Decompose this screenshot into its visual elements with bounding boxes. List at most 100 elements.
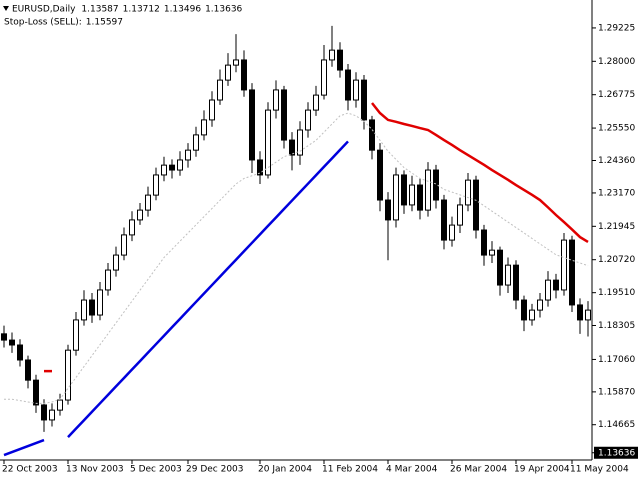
y-tick-label: 1.29225 xyxy=(598,23,635,33)
candle-body xyxy=(257,159,263,176)
y-tick-label: 1.25550 xyxy=(598,124,635,134)
candle-body xyxy=(545,279,551,301)
y-tick-label: 1.19510 xyxy=(598,288,635,298)
y-tick-label: 1.14665 xyxy=(598,420,635,430)
y-tick-label: 1.28000 xyxy=(598,57,635,67)
y-tick-label: 1.26775 xyxy=(598,90,635,100)
x-tick-label: 20 Jan 2004 xyxy=(258,465,312,475)
candle-body xyxy=(353,79,359,101)
candle-body xyxy=(401,174,407,206)
indicator-line xyxy=(44,102,589,373)
x-tick-label: 11 Feb 2004 xyxy=(322,465,378,475)
candle-body xyxy=(265,109,271,176)
candle-body xyxy=(369,119,375,151)
y-tick-label: 1.24360 xyxy=(598,156,635,166)
candle-body xyxy=(105,269,111,291)
y-tick-label: 1.20720 xyxy=(598,255,635,265)
candle-body xyxy=(225,64,231,81)
candle-body xyxy=(505,264,511,286)
candle-body xyxy=(281,89,287,141)
y-tick-label: 1.21945 xyxy=(598,222,635,232)
candle-body xyxy=(249,89,255,161)
candle-body xyxy=(97,289,103,316)
candle-body xyxy=(185,149,191,161)
y-tick-label: 1.23170 xyxy=(598,188,635,198)
candle-body xyxy=(425,169,431,211)
header-value: 1.13712 xyxy=(123,5,160,15)
y-tick-label: 1.17060 xyxy=(598,355,635,365)
candle-body xyxy=(201,119,207,136)
candle-body xyxy=(177,159,183,171)
candle-body xyxy=(385,199,391,221)
candle-body xyxy=(433,169,439,201)
candle-body xyxy=(89,299,95,316)
candle-body xyxy=(137,209,143,221)
candle-body xyxy=(513,264,519,301)
candle-body xyxy=(33,379,39,406)
x-tick-label: 13 Nov 2003 xyxy=(66,465,124,475)
candle-body xyxy=(289,139,295,156)
stop-loss-label: Stop-Loss (SELL): xyxy=(4,18,82,28)
candle-body xyxy=(121,234,127,256)
candle-body xyxy=(489,249,495,256)
current-price-box xyxy=(594,446,638,459)
candle-body xyxy=(553,279,559,291)
header-value: 1.13587 xyxy=(81,5,118,15)
candle-body xyxy=(113,254,119,271)
candle-body xyxy=(577,304,583,321)
candle-body xyxy=(209,99,215,121)
candle-body xyxy=(521,299,527,321)
candle-body xyxy=(569,239,575,306)
chart-title: EURUSD,Daily xyxy=(12,5,76,15)
candle-body xyxy=(393,174,399,221)
candle-body xyxy=(585,309,591,321)
candle-body xyxy=(441,199,447,241)
candle-body xyxy=(73,319,79,351)
candle-body xyxy=(153,174,159,196)
candle-body xyxy=(497,249,503,286)
x-tick-label: 26 Mar 2004 xyxy=(450,465,507,475)
candle-body xyxy=(417,184,423,211)
candle-body xyxy=(17,344,23,361)
candle-body xyxy=(449,224,455,241)
candle-body xyxy=(313,94,319,111)
candle-body xyxy=(337,49,343,71)
candle-body xyxy=(129,219,135,236)
candle-body xyxy=(457,204,463,226)
candle-body xyxy=(41,404,47,421)
candle-body xyxy=(193,134,199,151)
candle-body xyxy=(537,299,543,311)
candle-body xyxy=(361,79,367,121)
y-tick-label: 1.18305 xyxy=(598,321,635,331)
x-tick-label: 11 May 2004 xyxy=(570,465,629,475)
candle-body xyxy=(529,309,535,321)
candle-body xyxy=(161,164,167,176)
candle-body xyxy=(233,59,239,66)
menu-arrow[interactable] xyxy=(3,6,9,11)
x-tick-label: 19 Apr 2004 xyxy=(514,465,570,475)
x-tick-label: 29 Dec 2003 xyxy=(186,465,244,475)
stop-loss-value: 1.15597 xyxy=(86,18,123,28)
header-value: 1.13636 xyxy=(205,5,242,15)
candle-body xyxy=(561,239,567,291)
candle-body xyxy=(409,184,415,206)
y-tick-label: 1.15870 xyxy=(598,387,635,397)
candle-body xyxy=(57,399,63,411)
candle-body xyxy=(145,194,151,211)
x-tick-label: 4 Mar 2004 xyxy=(386,465,438,475)
candle-body xyxy=(297,129,303,156)
candle-body xyxy=(1,333,7,341)
candle-body xyxy=(9,339,15,346)
candle-body xyxy=(377,149,383,201)
candle-body xyxy=(49,409,55,421)
candle-body xyxy=(465,179,471,206)
candle-body xyxy=(81,299,87,321)
candle-body xyxy=(305,109,311,131)
candle-body xyxy=(241,59,247,91)
candle-body xyxy=(321,59,327,96)
candle-body xyxy=(169,164,175,171)
x-tick-label: 22 Oct 2003 xyxy=(2,465,58,475)
